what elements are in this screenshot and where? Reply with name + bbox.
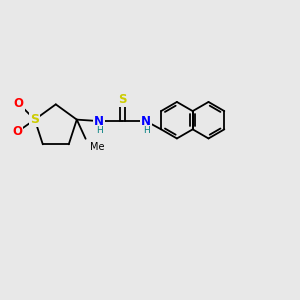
Text: H: H: [143, 126, 150, 135]
Text: O: O: [14, 97, 24, 110]
Text: S: S: [30, 113, 39, 126]
Text: O: O: [12, 125, 22, 139]
Text: N: N: [141, 115, 151, 128]
Text: S: S: [118, 93, 127, 106]
Text: H: H: [96, 126, 103, 135]
Text: N: N: [94, 115, 104, 128]
Text: Me: Me: [90, 142, 104, 152]
